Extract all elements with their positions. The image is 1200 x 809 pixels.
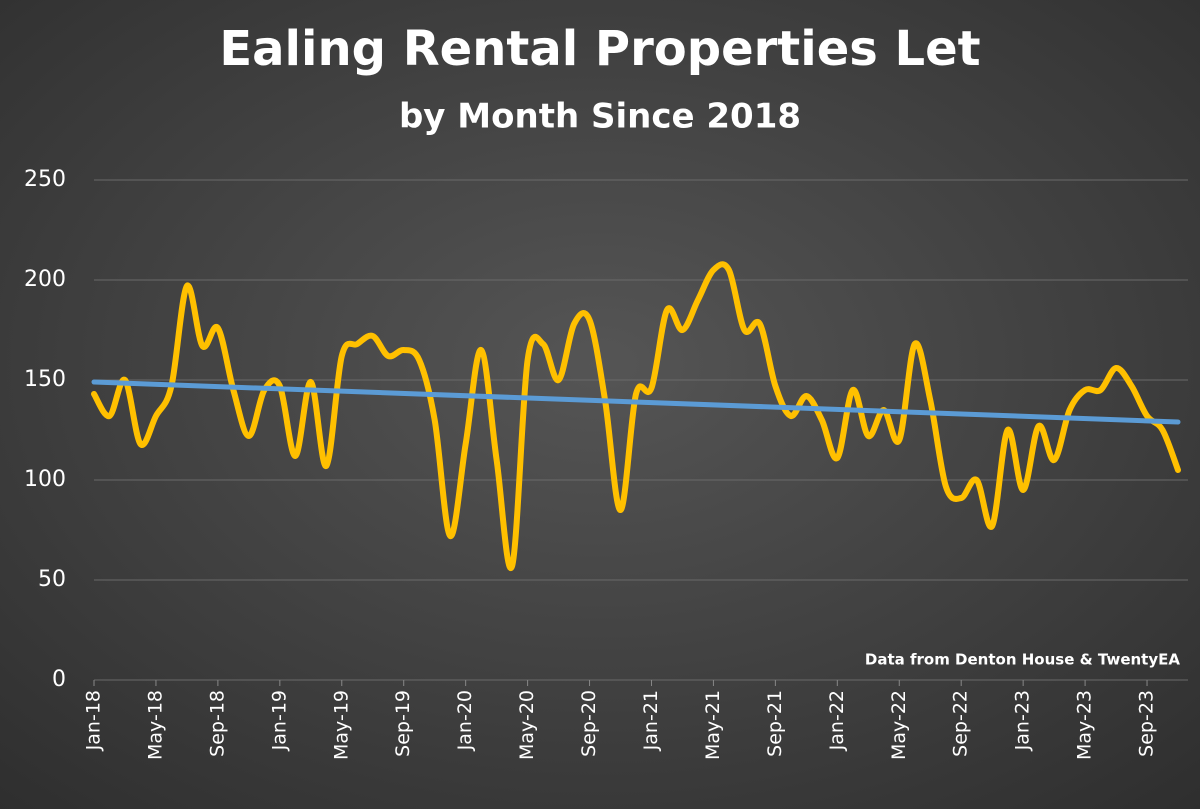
chart-subtitle: by Month Since 2018 [399,97,801,137]
y-tick-label: 50 [38,567,66,592]
y-tick-label: 100 [24,467,66,492]
x-tick-label: Jan-23 [1012,690,1034,751]
x-tick-label: Sep-18 [206,690,228,757]
x-tick-label: May-21 [702,690,724,760]
x-tick-label: May-19 [330,690,352,760]
x-tick-label: Jan-18 [83,690,105,751]
annotation: Data from Denton House & TwentyEA [865,651,1181,669]
y-tick-label: 150 [24,367,66,392]
x-tick-label: Jan-22 [826,690,848,751]
x-tick-label: Sep-22 [950,690,972,757]
x-tick-label: May-23 [1074,690,1096,760]
y-tick-label: 250 [24,167,66,192]
x-tick-label: Sep-23 [1136,690,1158,757]
trend-line [91,379,1181,425]
x-tick-label: May-20 [516,690,538,760]
x-tick-label: May-18 [144,690,166,760]
data-line [91,261,1181,572]
x-tick-label: Jan-20 [454,690,476,751]
y-tick-label: 0 [52,667,66,692]
x-tick-label: Sep-19 [392,690,414,757]
x-tick-label: Sep-21 [764,690,786,757]
x-tick-label: Jan-21 [640,690,662,751]
x-tick-label: Jan-19 [268,690,290,751]
x-tick-label: Sep-20 [578,690,600,757]
x-tick-label: May-22 [888,690,910,760]
y-tick-label: 200 [24,267,66,292]
chart-title: Ealing Rental Properties Let [219,21,980,77]
